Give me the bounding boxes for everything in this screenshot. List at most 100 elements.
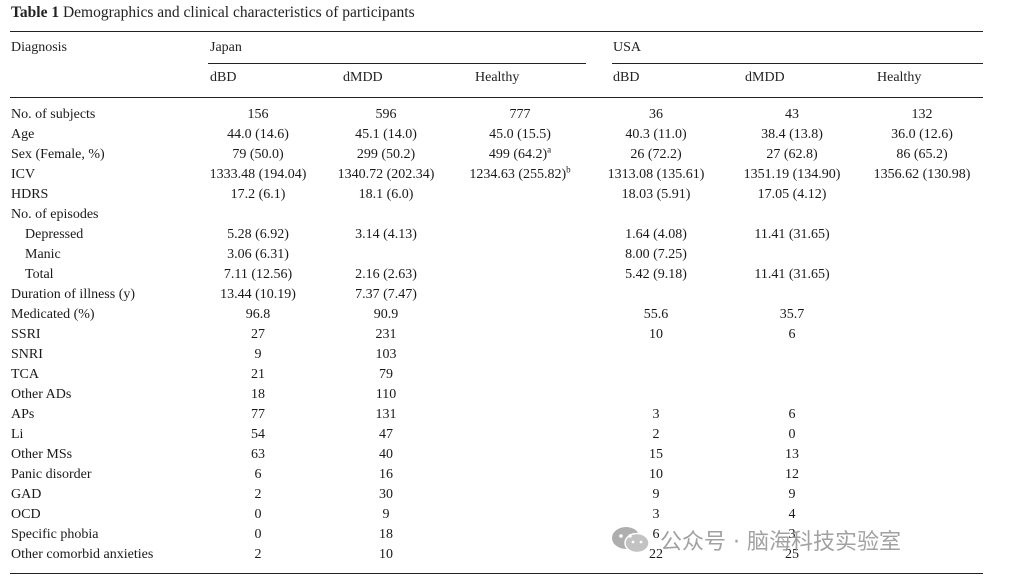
cell-value: 79 (50.0) [232,147,284,162]
cell-value: 1313.08 (135.61) [607,167,705,182]
cell-value: 11.41 (31.65) [754,227,830,242]
diagnosis-header: Diagnosis [11,40,67,55]
cell-value: 36.0 (12.6) [891,127,953,142]
row-label: Li [11,427,24,442]
table-cell: 5.42 (9.18) [581,266,731,284]
row-label: ICV [11,167,36,182]
cell-value: 3 [652,407,660,422]
table-cell: 90.9 [311,306,461,324]
table-cell: 36 [581,106,731,124]
cell-value: 54 [251,427,265,442]
cell-value: 1333.48 (194.04) [209,167,307,182]
table-cell: 2 [581,426,731,444]
table-cell: 3.06 (6.31) [183,246,333,264]
table-caption: Table 1 Demographics and clinical charac… [11,4,415,22]
cell-value: 90.9 [373,307,399,322]
table-cell: 18.1 (6.0) [311,186,461,204]
table-cell: 1313.08 (135.61) [581,166,731,184]
cell-value: 40 [379,447,393,462]
table-cell: 499 (64.2)a [445,145,595,164]
table-cell: 30 [311,486,461,504]
cell-value: 2 [652,427,660,442]
table-cell: 21 [183,366,333,384]
cell-value: 103 [375,347,397,362]
cell-value: 26 (72.2) [630,147,682,162]
row-label: Other MSs [11,447,73,462]
col-header-usa-healthy: Healthy [877,70,922,85]
table-cell: 45.0 (15.5) [445,126,595,144]
cell-value: 21 [251,367,265,382]
table-cell: 4 [717,506,867,524]
cell-value: 1.64 (4.08) [625,227,687,242]
cell-value: 45.1 (14.0) [355,127,417,142]
cell-value: 22 [649,547,663,562]
cell-value: 79 [379,367,393,382]
table-row: No. of episodes [0,206,1018,226]
cell-value: 18 [251,387,265,402]
col-header-japan-healthy: Healthy [475,70,520,85]
row-label: HDRS [11,187,49,202]
cell-value: 55.6 [643,307,669,322]
cell-value: 6 [254,467,262,482]
table-title: Demographics and clinical characteristic… [62,4,415,21]
table-cell: 45.1 (14.0) [311,126,461,144]
cell-value: 7.37 (7.47) [355,287,417,302]
table-cell: 0 [717,426,867,444]
table-cell: 2 [183,546,333,564]
table-cell: 299 (50.2) [311,146,461,164]
table-cell: 16 [311,466,461,484]
cell-value: 0 [788,427,796,442]
cell-value: 16 [379,467,393,482]
table-cell: 9 [717,486,867,504]
cell-value: 6 [652,527,660,542]
table-cell: 17.2 (6.1) [183,186,333,204]
cell-value: 12 [785,467,799,482]
cell-value: 10 [379,547,393,562]
table-cell: 55.6 [581,306,731,324]
row-label: Total [25,267,54,282]
table-cell: 27 [183,326,333,344]
row-label: Sex (Female, %) [11,147,105,162]
table-cell: 10 [311,546,461,564]
table-cell: 26 (72.2) [581,146,731,164]
row-label: Manic [25,247,61,262]
table-row: TCA 21 79 [0,366,1018,386]
row-label: Age [11,127,35,142]
cell-value: 17.2 (6.1) [230,187,286,202]
table-cell: 6 [183,466,333,484]
cell-value: 96.8 [245,307,271,322]
table-cell: 11.41 (31.65) [717,266,867,284]
cell-value: 36 [649,107,663,122]
table-cell: 777 [445,106,595,124]
cell-value: 1340.72 (202.34) [337,167,435,182]
table-row: Other comorbid anxieties 2 10 22 25 [0,546,1018,566]
table-cell: 6 [717,406,867,424]
bottom-rule [10,573,983,574]
cell-value: 3 [788,527,796,542]
table-cell: 79 [311,366,461,384]
top-rule [10,31,983,32]
table-cell: 44.0 (14.6) [183,126,333,144]
cell-value: 9 [652,487,660,502]
table-cell: 3 [717,526,867,544]
row-label: GAD [11,487,42,502]
table-row: Duration of illness (y) 13.44 (10.19) 7.37… [0,286,1018,306]
row-label: Medicated (%) [11,307,95,322]
table-row: Depressed 5.28 (6.92) 3.14 (4.13) 1.64 (4.0… [0,226,1018,246]
cell-value: 132 [911,107,933,122]
table-cell: 1333.48 (194.04) [183,166,333,184]
cell-value: 6 [788,327,796,342]
cell-value: 40.3 (11.0) [625,127,687,142]
cell-value: 27 (62.8) [766,147,818,162]
cell-value: 7.11 (12.56) [223,267,293,282]
row-label: Other comorbid anxieties [11,547,154,562]
table-row: Age 44.0 (14.6) 45.1 (14.0) 45.0 (15.5) 40.3… [0,126,1018,146]
cell-value: 777 [509,107,531,122]
table-cell: 1351.19 (134.90) [717,166,867,184]
table-cell: 10 [581,466,731,484]
cell-value: 38.4 (13.8) [761,127,823,142]
table-row: GAD 2 30 9 9 [0,486,1018,506]
cell-value: 77 [251,407,265,422]
table-cell: 17.05 (4.12) [717,186,867,204]
table-cell: 27 (62.8) [717,146,867,164]
